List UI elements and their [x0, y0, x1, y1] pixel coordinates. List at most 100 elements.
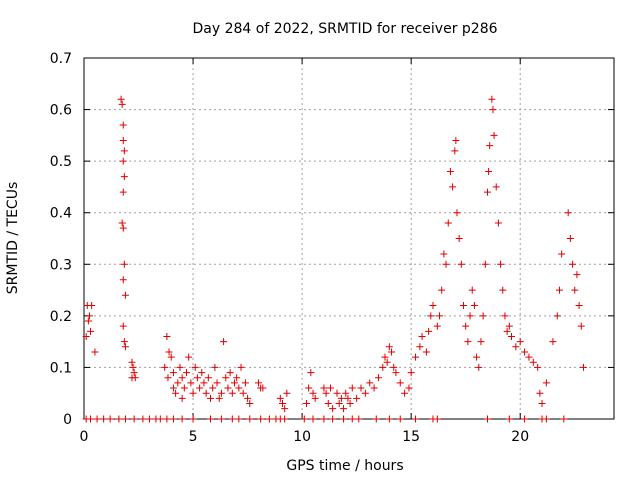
data-point — [558, 250, 566, 258]
data-point — [120, 260, 128, 268]
data-point — [340, 415, 348, 423]
data-point — [130, 369, 138, 377]
y-tick-label: 0.5 — [50, 154, 72, 170]
data-point — [422, 348, 430, 356]
data-point — [366, 379, 374, 387]
data-point — [344, 394, 352, 402]
data-point — [329, 405, 337, 413]
data-point — [119, 137, 127, 145]
data-point — [466, 312, 474, 320]
data-point — [442, 260, 450, 268]
data-point — [224, 384, 232, 392]
data-point — [438, 286, 446, 294]
data-point — [383, 358, 391, 366]
data-points — [82, 95, 587, 423]
data-point — [388, 348, 396, 356]
data-point — [489, 106, 497, 114]
data-point — [573, 271, 581, 279]
data-point — [483, 415, 491, 423]
data-point — [440, 250, 448, 258]
data-point — [455, 235, 463, 242]
data-point — [88, 302, 96, 310]
data-point — [499, 286, 507, 294]
data-point — [494, 219, 502, 227]
data-point — [309, 389, 317, 397]
data-point — [361, 389, 369, 397]
data-point — [560, 415, 568, 423]
data-point — [300, 415, 308, 423]
data-point — [187, 379, 195, 387]
data-point — [139, 415, 147, 423]
data-point — [485, 167, 493, 175]
data-point — [390, 363, 398, 371]
data-point — [130, 415, 138, 423]
data-point — [436, 312, 444, 320]
data-point — [464, 338, 472, 346]
data-point — [492, 183, 500, 191]
data-point — [538, 400, 546, 408]
data-point — [119, 188, 127, 196]
data-point — [346, 400, 354, 408]
data-point — [564, 209, 572, 217]
data-point — [235, 384, 243, 392]
data-point — [555, 286, 563, 294]
data-point — [401, 389, 409, 397]
data-point — [87, 327, 95, 335]
y-axis-label: SRMTID / TECUs — [5, 182, 21, 295]
data-point — [385, 415, 393, 423]
data-point — [217, 415, 225, 423]
data-point — [118, 219, 126, 227]
data-point — [507, 332, 515, 340]
data-point — [396, 379, 404, 387]
data-point — [193, 374, 201, 382]
data-point — [119, 121, 127, 129]
data-point — [452, 137, 460, 145]
data-point — [370, 384, 378, 392]
data-point — [129, 363, 137, 371]
data-point — [503, 327, 511, 335]
data-point — [396, 415, 404, 423]
data-point — [100, 415, 108, 423]
data-point — [412, 415, 420, 423]
data-point — [220, 338, 228, 346]
data-point — [326, 384, 334, 392]
data-point — [106, 415, 114, 423]
data-point — [433, 322, 441, 330]
data-point — [241, 379, 249, 387]
data-point — [305, 384, 313, 392]
data-point — [120, 147, 128, 155]
data-point — [120, 338, 128, 346]
data-point — [145, 415, 153, 423]
data-point — [348, 384, 356, 392]
y-tick-label: 0.2 — [50, 309, 72, 325]
data-point — [233, 374, 241, 382]
data-point — [164, 374, 172, 382]
data-point — [357, 384, 365, 392]
data-point — [239, 389, 247, 397]
data-point — [521, 415, 529, 423]
grid — [84, 58, 614, 419]
data-point — [549, 338, 557, 346]
data-point — [228, 415, 236, 423]
data-point — [486, 142, 494, 150]
data-point — [307, 369, 315, 377]
data-point — [254, 379, 262, 387]
data-point — [412, 353, 420, 361]
data-point — [119, 322, 127, 330]
data-point — [217, 389, 225, 397]
data-point — [235, 415, 243, 423]
data-point — [163, 332, 171, 340]
data-point — [444, 219, 452, 227]
data-point — [119, 224, 127, 232]
data-point — [381, 353, 389, 361]
data-point — [93, 415, 101, 423]
data-point — [488, 95, 496, 103]
data-point — [446, 167, 454, 175]
data-point — [320, 415, 328, 423]
data-point — [553, 312, 561, 320]
data-point — [161, 363, 169, 371]
data-point — [169, 415, 177, 423]
x-tick-label: 15 — [402, 429, 420, 445]
data-point — [427, 312, 435, 320]
data-point — [374, 374, 382, 382]
